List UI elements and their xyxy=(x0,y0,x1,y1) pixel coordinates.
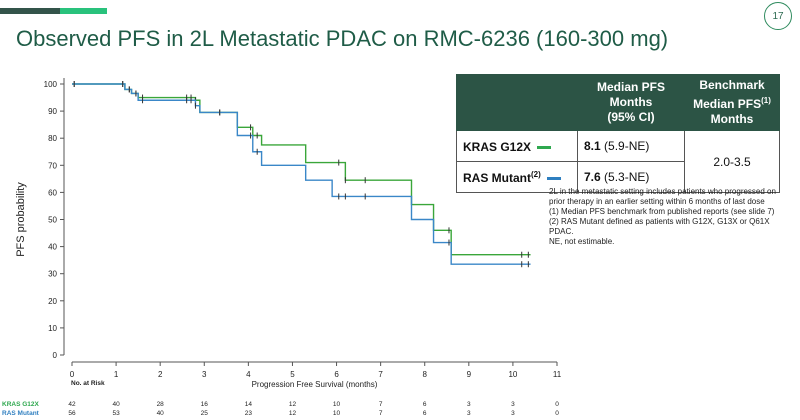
risk-count: 3 xyxy=(511,401,515,408)
risk-count: 42 xyxy=(68,401,76,408)
y-tick-label: 70 xyxy=(48,161,57,170)
y-tick-label: 100 xyxy=(44,80,58,89)
x-tick-label: 10 xyxy=(508,370,517,379)
risk-count: 23 xyxy=(245,410,253,417)
risk-row-name: KRAS G12X xyxy=(2,401,40,408)
y-tick-label: 90 xyxy=(48,107,57,116)
risk-count: 12 xyxy=(289,410,297,417)
y-tick-label: 0 xyxy=(53,351,58,360)
x-tick-label: 11 xyxy=(553,370,562,379)
footnotes: 2L in the metastatic setting includes pa… xyxy=(549,187,789,247)
row-label-kras: KRAS G12X xyxy=(456,130,578,162)
hdr-pfs-l1: Median PFS xyxy=(596,80,665,94)
risk-count: 28 xyxy=(157,401,165,408)
summary-row-ras: RAS Mutant(2) 7.6 (5.3-NE) xyxy=(456,161,780,193)
slide-title: Observed PFS in 2L Metastatic PDAC on RM… xyxy=(16,26,669,51)
y-tick-label: 10 xyxy=(48,324,57,333)
hdr-pfs-l2: Months xyxy=(609,95,653,109)
footnote-4: NE, not estimable. xyxy=(549,237,615,246)
median-pfs-ras: 7.6 (5.3-NE) xyxy=(577,161,685,193)
page-number: 17 xyxy=(764,2,792,30)
x-tick-label: 9 xyxy=(467,370,472,379)
header-accent-bar-green xyxy=(60,8,107,14)
x-axis-label: Progression Free Survival (months) xyxy=(252,380,378,389)
median-pfs-kras: 8.1 (5.9-NE) xyxy=(577,130,685,162)
risk-count: 10 xyxy=(333,401,341,408)
y-tick-label: 30 xyxy=(48,270,57,279)
row-label-text: RAS Mutant xyxy=(463,170,531,185)
x-tick-label: 0 xyxy=(70,370,75,379)
risk-table-label: No. at Risk xyxy=(71,380,105,387)
risk-count: 10 xyxy=(333,410,341,417)
risk-count: 12 xyxy=(289,401,297,408)
median-value: 7.6 xyxy=(584,170,601,184)
risk-count: 7 xyxy=(379,401,383,408)
summary-row-kras: KRAS G12X 8.1 (5.9-NE) 2.0-3.5 xyxy=(456,130,780,193)
risk-count: 6 xyxy=(423,410,427,417)
summary-header-median-pfs: Median PFS Months (95% CI) xyxy=(577,74,685,131)
legend-swatch-kras xyxy=(537,145,552,149)
risk-count: 40 xyxy=(157,410,165,417)
risk-count: 14 xyxy=(245,401,253,408)
hdr-bench-sup: (1) xyxy=(761,96,771,105)
y-tick-label: 20 xyxy=(48,297,57,306)
risk-count: 3 xyxy=(467,401,471,408)
risk-count: 16 xyxy=(201,401,209,408)
median-ci: (5.9-NE) xyxy=(600,139,650,153)
footnote-1: 2L in the metastatic setting includes pa… xyxy=(549,187,776,206)
risk-count: 6 xyxy=(423,401,427,408)
risk-count: 25 xyxy=(201,410,209,417)
risk-count: 3 xyxy=(511,410,515,417)
hdr-bench-l2: Median PFS xyxy=(693,97,762,111)
km-line-ras-mutant xyxy=(72,83,531,265)
pfs-summary-table: Median PFS Months (95% CI) Benchmark Med… xyxy=(456,74,780,193)
footnote-2: (1) Median PFS benchmark from published … xyxy=(549,207,775,216)
x-tick-label: 7 xyxy=(378,370,383,379)
x-tick-label: 1 xyxy=(114,370,119,379)
risk-row-name: RAS Mutant xyxy=(2,410,40,417)
footnote-3: (2) RAS Mutant defined as patients with … xyxy=(549,217,770,236)
y-tick-label: 40 xyxy=(48,243,57,252)
x-tick-label: 2 xyxy=(158,370,163,379)
header-accent-bar-dark xyxy=(0,8,60,14)
risk-count: 0 xyxy=(555,410,559,417)
y-tick-label: 80 xyxy=(48,134,57,143)
legend-swatch-ras xyxy=(546,176,561,180)
row-label-text: KRAS G12X xyxy=(463,139,532,154)
risk-count: 53 xyxy=(112,410,120,417)
median-value: 8.1 xyxy=(584,139,601,153)
y-tick-label: 60 xyxy=(48,188,57,197)
x-tick-label: 4 xyxy=(246,370,251,379)
summary-header-blank xyxy=(456,74,578,131)
risk-count: 0 xyxy=(555,401,559,408)
hdr-pfs-l3: (95% CI) xyxy=(607,110,655,124)
x-tick-label: 8 xyxy=(423,370,428,379)
x-tick-label: 6 xyxy=(334,370,339,379)
x-tick-label: 5 xyxy=(290,370,295,379)
row-label-sup: (2) xyxy=(531,169,541,179)
risk-count: 3 xyxy=(467,410,471,417)
summary-header-benchmark: Benchmark Median PFS(1) Months xyxy=(684,74,780,131)
y-axis-label: PFS probability xyxy=(15,182,27,257)
y-tick-label: 50 xyxy=(48,216,57,225)
risk-count: 40 xyxy=(112,401,120,408)
row-label-ras: RAS Mutant(2) xyxy=(456,161,578,193)
benchmark-value: 2.0-3.5 xyxy=(684,130,780,193)
hdr-bench-l1: Benchmark xyxy=(699,78,765,92)
median-ci: (5.3-NE) xyxy=(600,170,650,184)
x-tick-label: 3 xyxy=(202,370,207,379)
summary-header-row: Median PFS Months (95% CI) Benchmark Med… xyxy=(456,74,780,131)
hdr-bench-l3: Months xyxy=(710,112,754,126)
risk-count: 7 xyxy=(379,410,383,417)
risk-count: 56 xyxy=(68,410,76,417)
